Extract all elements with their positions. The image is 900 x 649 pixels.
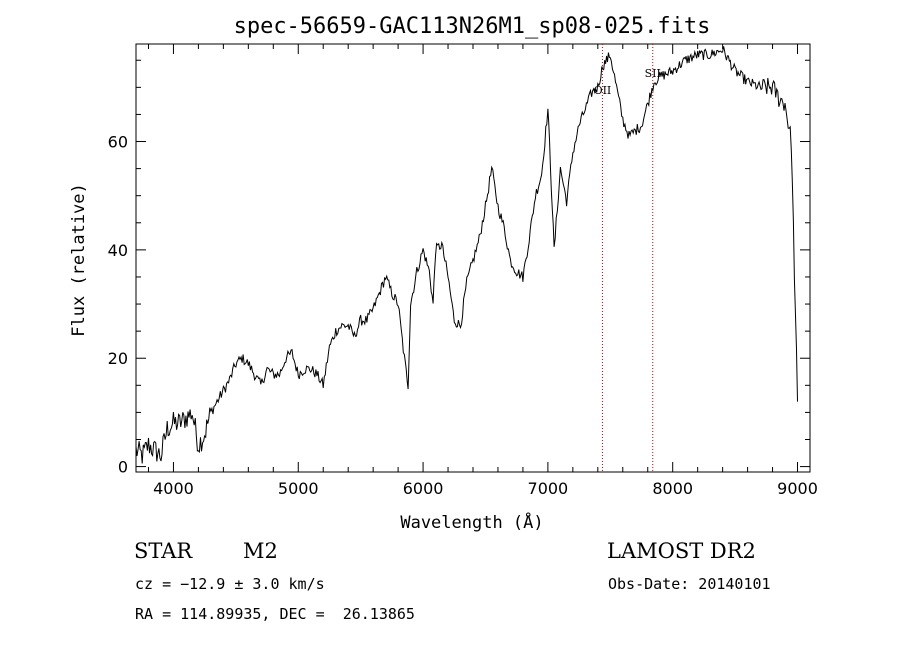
object-subclass: M2 [243, 539, 278, 563]
x-tick-label: 7000 [528, 479, 569, 498]
line-marker-label: SII [645, 67, 661, 80]
x-tick-label: 4000 [153, 479, 194, 498]
y-axis-label: Flux (relative) [69, 183, 89, 337]
line-markers: OII SII [594, 44, 661, 472]
survey-label: LAMOST DR2 [607, 539, 756, 563]
chart-title: spec-56659-GAC113N26M1_sp08-025.fits [234, 14, 711, 39]
x-tick-label: 8000 [652, 479, 693, 498]
y-tick-label: 60 [108, 133, 128, 152]
axis-ticks: 4000 5000 6000 7000 8000 9000 0 20 40 60 [108, 44, 818, 498]
coordinates: RA = 114.89935, DEC = 26.13865 [135, 605, 415, 623]
x-axis-label: Wavelength (Å) [400, 511, 543, 533]
y-tick-label: 0 [118, 458, 128, 477]
spectrum-line [135, 46, 798, 464]
x-tick-label: 6000 [403, 479, 444, 498]
y-tick-label: 40 [108, 241, 128, 260]
y-tick-label: 20 [108, 349, 128, 368]
x-tick-label: 5000 [278, 479, 319, 498]
x-tick-label: 9000 [777, 479, 818, 498]
obs-date: Obs-Date: 20140101 [608, 575, 771, 593]
line-marker-label: OII [594, 84, 612, 97]
redshift-cz: cz = −12.9 ± 3.0 km/s [135, 575, 325, 593]
object-class: STAR [134, 539, 193, 563]
